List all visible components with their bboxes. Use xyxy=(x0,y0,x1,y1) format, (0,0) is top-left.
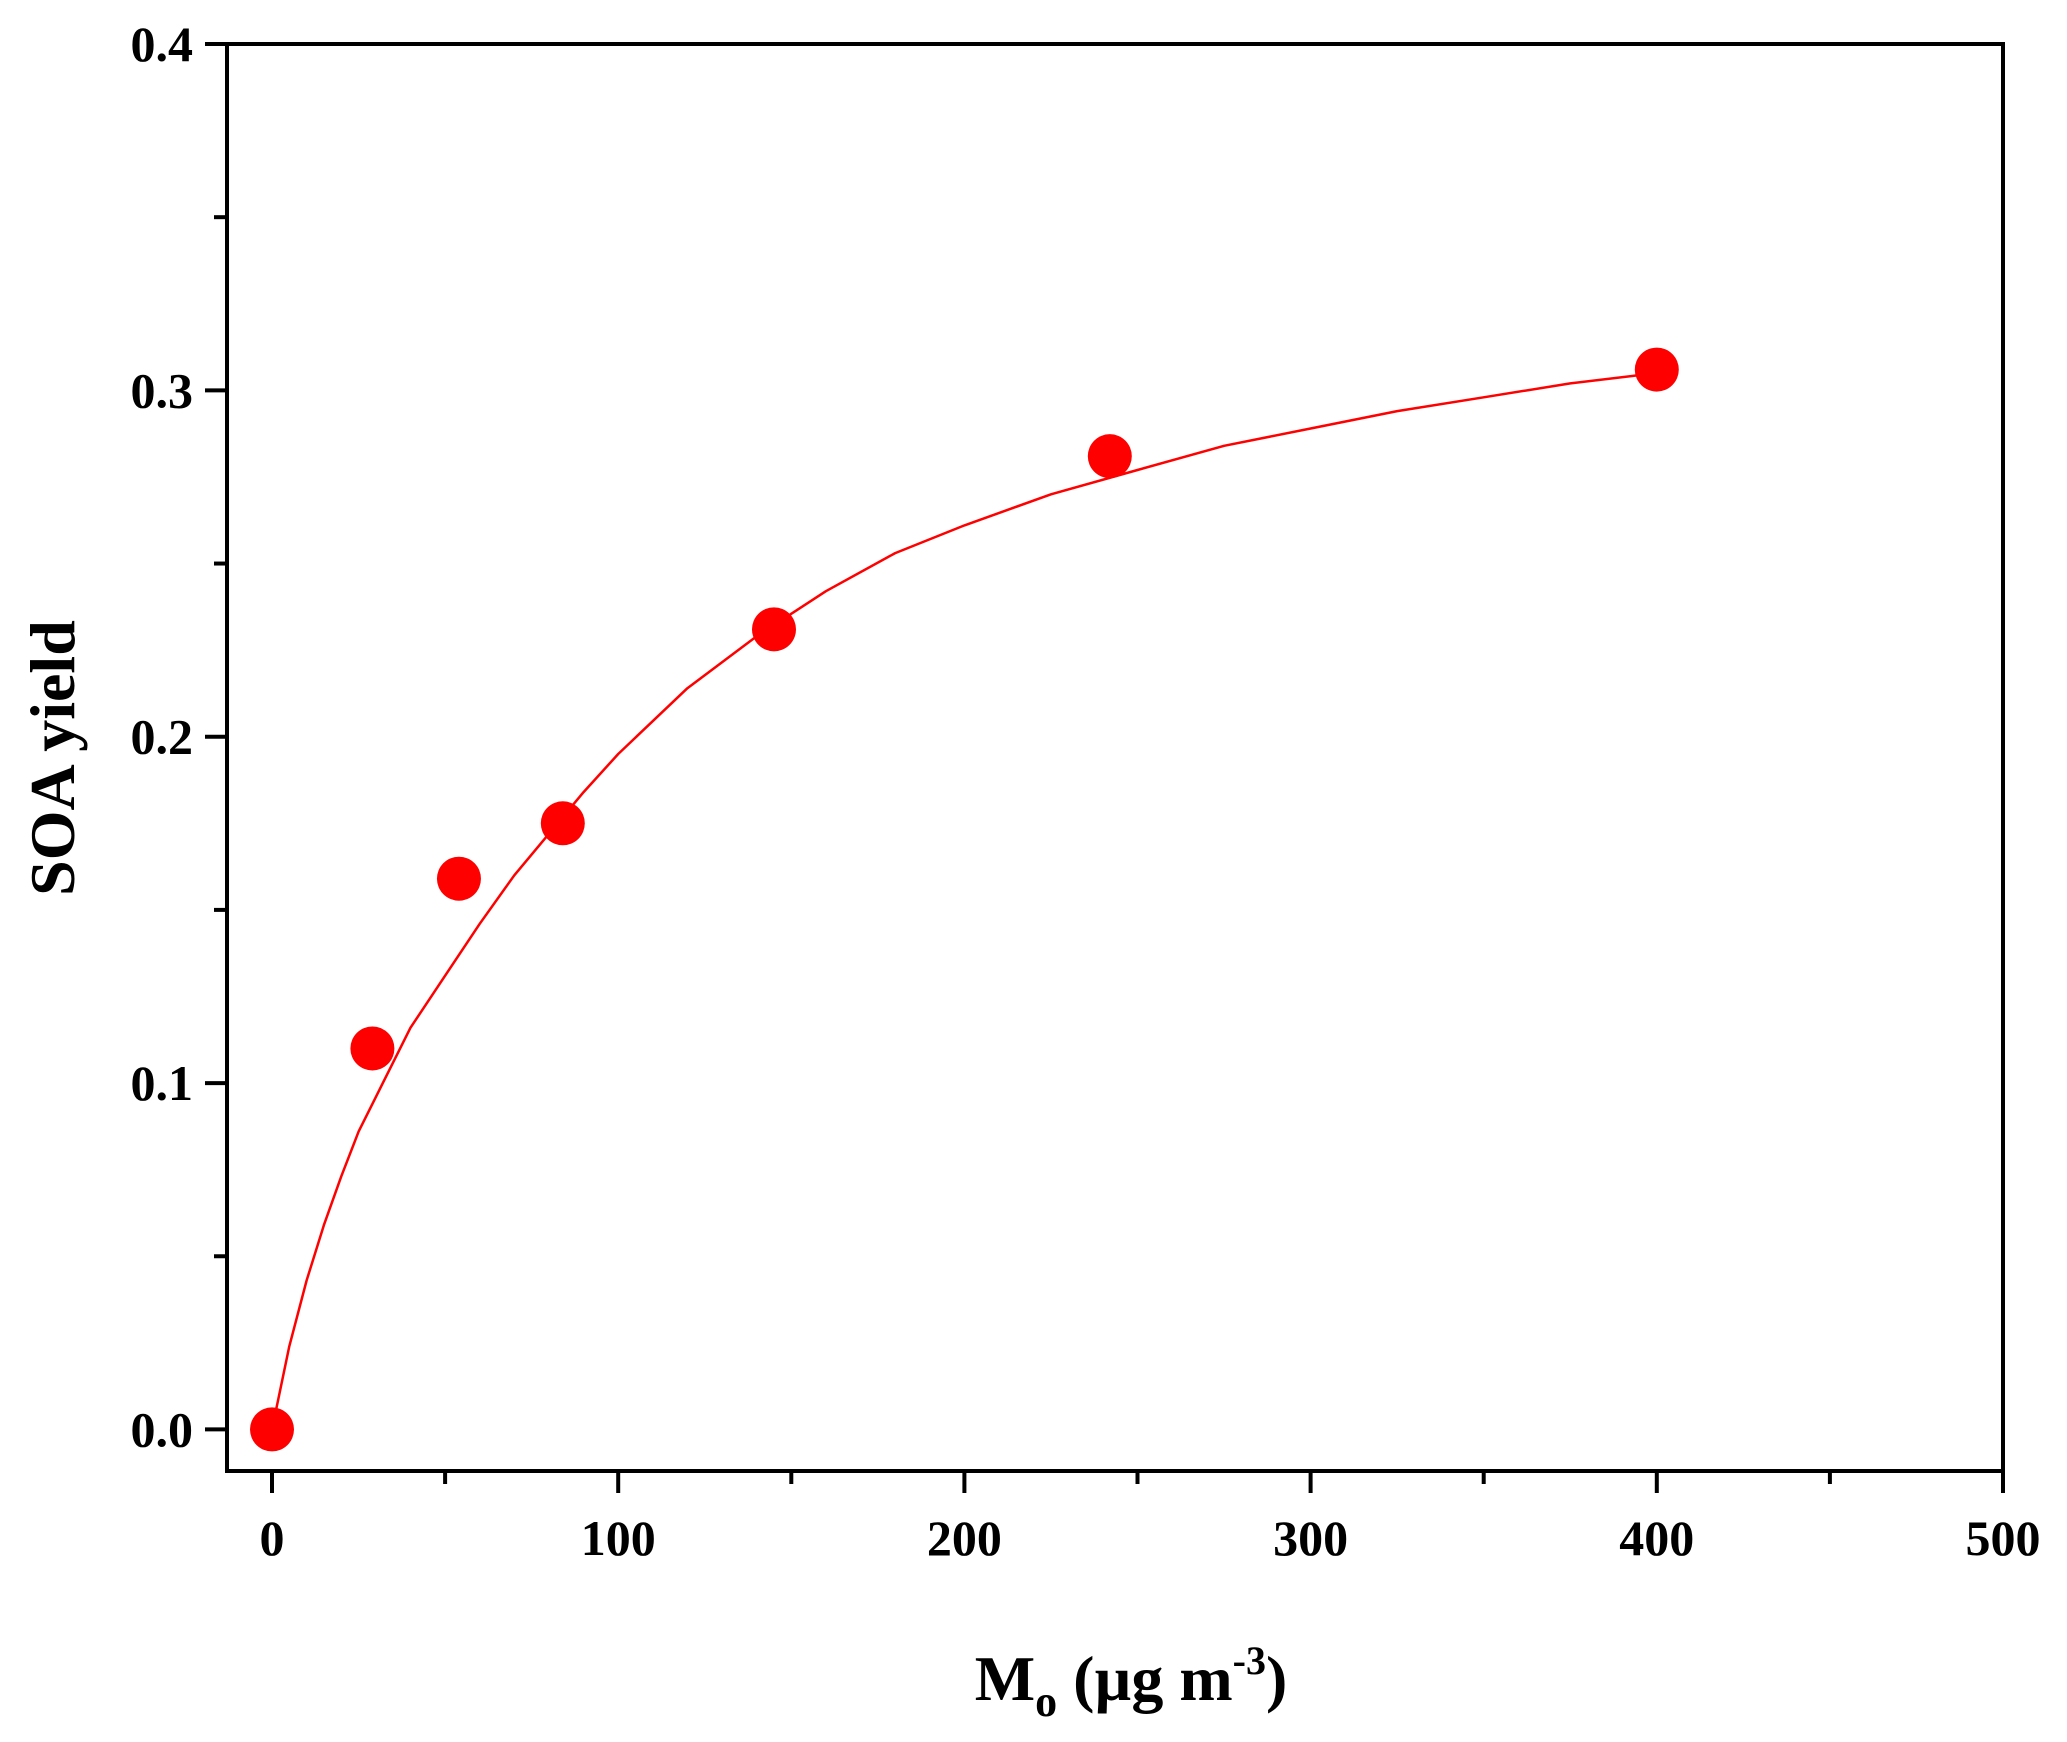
plot-series xyxy=(250,347,1679,1452)
x-axis-title-close: ) xyxy=(1266,1643,1287,1714)
data-point xyxy=(250,1407,295,1452)
x-axis-title-main: M xyxy=(975,1643,1035,1714)
data-point xyxy=(1087,434,1132,479)
data-point xyxy=(436,856,481,901)
x-axis-title: Mo (µg m-3) xyxy=(975,1638,1288,1726)
y-tick-label: 0.0 xyxy=(131,1401,194,1457)
data-point xyxy=(540,801,585,846)
x-axis-ticks xyxy=(270,1471,2005,1493)
x-tick-label: 100 xyxy=(581,1510,656,1566)
data-point xyxy=(751,607,796,652)
y-tick-label: 0.1 xyxy=(131,1055,194,1111)
x-axis-title-unit: (µg m xyxy=(1057,1643,1233,1714)
x-tick-label: 0 xyxy=(260,1510,285,1566)
x-tick-label: 500 xyxy=(1966,1510,2041,1566)
x-tick-label: 300 xyxy=(1273,1510,1348,1566)
y-tick-label: 0.4 xyxy=(131,16,194,72)
data-point xyxy=(350,1026,395,1071)
y-tick-label: 0.3 xyxy=(131,362,194,418)
y-tick-label: 0.2 xyxy=(131,709,194,765)
y-axis-ticks xyxy=(205,42,227,1432)
fit-curve xyxy=(270,371,1657,1430)
x-tick-label: 200 xyxy=(927,1510,1002,1566)
x-axis-title-superscript: -3 xyxy=(1233,1638,1266,1683)
x-axis-tick-labels: 0 100 200 300 400 500 xyxy=(260,1510,2041,1566)
x-tick-label: 400 xyxy=(1619,1510,1694,1566)
data-point xyxy=(1634,347,1679,392)
y-axis-title: SOA yield xyxy=(17,620,88,896)
plot-frame xyxy=(225,42,2005,1473)
x-axis-title-subscript: o xyxy=(1035,1677,1057,1726)
y-axis-tick-labels: 0.0 0.1 0.2 0.3 0.4 xyxy=(131,16,194,1457)
